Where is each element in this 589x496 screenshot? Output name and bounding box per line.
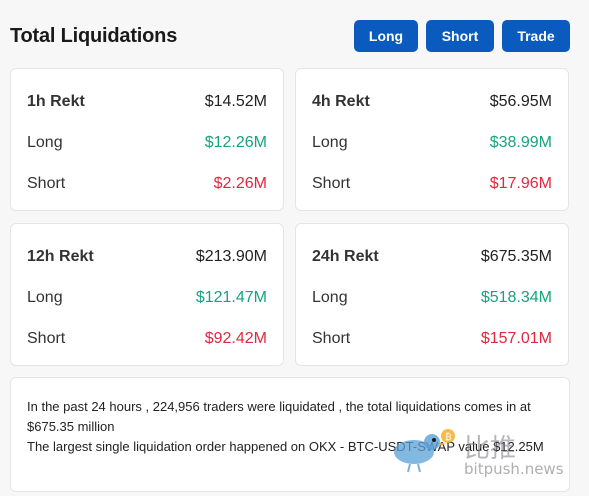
watermark: ₿ 比推 bitpush.news <box>392 426 572 480</box>
card-short-row: Short $2.26M <box>27 173 267 195</box>
card-12h: 12h Rekt $213.90M Long $121.47M Short $9… <box>10 223 284 366</box>
card-total: $213.90M <box>195 248 267 265</box>
long-label: Long <box>312 289 348 306</box>
bird-logo-icon: ₿ <box>394 429 455 473</box>
card-long-row: Long $518.34M <box>312 287 552 309</box>
long-value: $121.47M <box>195 289 267 306</box>
long-label: Long <box>27 289 63 306</box>
card-total-row: 1h Rekt $14.52M <box>27 91 267 113</box>
card-long-row: Long $38.99M <box>312 132 552 154</box>
card-period: 1h Rekt <box>27 93 85 110</box>
card-total-row: 12h Rekt $213.90M <box>27 246 267 268</box>
card-period: 24h Rekt <box>312 248 379 265</box>
card-total: $56.95M <box>489 93 552 110</box>
card-total-row: 24h Rekt $675.35M <box>312 246 552 268</box>
page-title: Total Liquidations <box>10 24 178 47</box>
summary-line-1: In the past 24 hours , 224,956 traders w… <box>27 399 531 434</box>
watermark-url: bitpush.news <box>464 460 564 478</box>
card-total: $675.35M <box>480 248 552 265</box>
card-long-row: Long $12.26M <box>27 132 267 154</box>
card-24h: 24h Rekt $675.35M Long $518.34M Short $1… <box>295 223 569 366</box>
short-value: $92.42M <box>204 330 267 347</box>
card-total-row: 4h Rekt $56.95M <box>312 91 552 113</box>
short-value: $157.01M <box>480 330 552 347</box>
long-label: Long <box>27 134 63 151</box>
filter-buttons: Long Short Trade <box>354 20 570 52</box>
card-short-row: Short $157.01M <box>312 328 552 350</box>
header: Total Liquidations Long Short Trade <box>10 20 570 52</box>
short-label: Short <box>27 175 66 192</box>
svg-text:₿: ₿ <box>445 432 452 443</box>
long-value: $12.26M <box>204 134 267 151</box>
card-period: 4h Rekt <box>312 93 370 110</box>
long-value: $518.34M <box>480 289 552 306</box>
card-short-row: Short $17.96M <box>312 173 552 195</box>
card-period: 12h Rekt <box>27 248 94 265</box>
short-label: Short <box>312 175 351 192</box>
short-label: Short <box>312 330 351 347</box>
card-long-row: Long $121.47M <box>27 287 267 309</box>
summary-panel: In the past 24 hours , 224,956 traders w… <box>10 377 570 492</box>
long-button[interactable]: Long <box>354 20 418 52</box>
short-value: $17.96M <box>489 175 552 192</box>
card-1h: 1h Rekt $14.52M Long $12.26M Short $2.26… <box>10 68 284 211</box>
short-button[interactable]: Short <box>426 20 494 52</box>
trade-button[interactable]: Trade <box>502 20 570 52</box>
long-label: Long <box>312 134 348 151</box>
watermark-brand: 比推 <box>464 434 517 464</box>
card-4h: 4h Rekt $56.95M Long $38.99M Short $17.9… <box>295 68 569 211</box>
short-value: $2.26M <box>213 175 267 192</box>
card-total: $14.52M <box>204 93 267 110</box>
card-short-row: Short $92.42M <box>27 328 267 350</box>
long-value: $38.99M <box>489 134 552 151</box>
short-label: Short <box>27 330 66 347</box>
